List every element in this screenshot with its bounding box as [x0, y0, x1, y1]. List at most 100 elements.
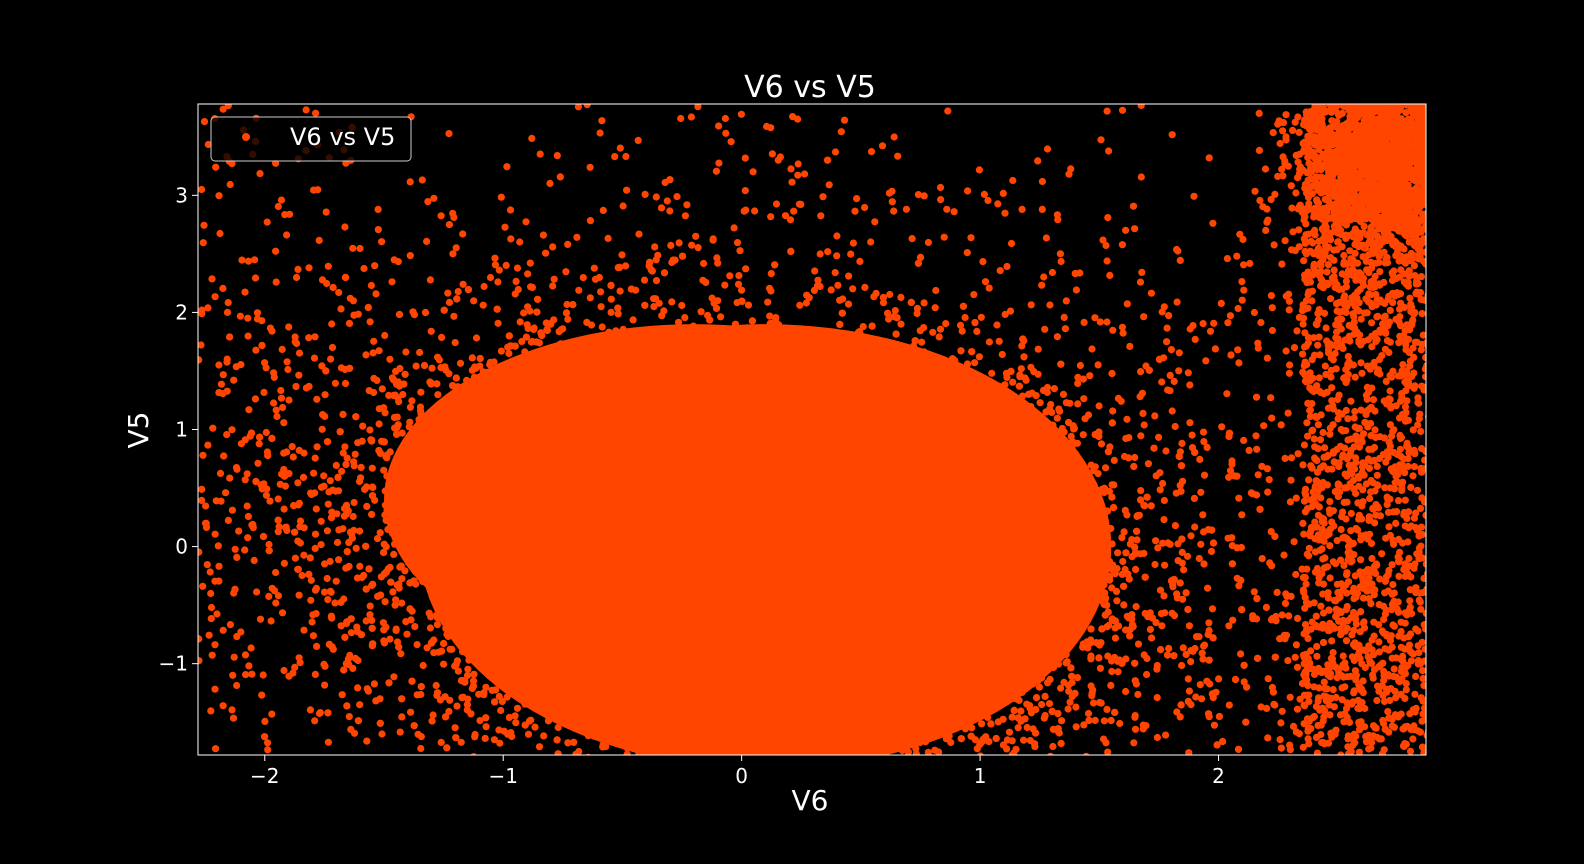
scatter-point	[652, 332, 660, 340]
scatter-point	[256, 615, 265, 623]
scatter-point	[568, 585, 576, 593]
scatter-point	[986, 413, 994, 422]
scatter-point	[851, 761, 858, 768]
scatter-point	[635, 451, 643, 459]
scatter-point	[681, 314, 689, 322]
scatter-point	[1229, 616, 1237, 624]
scatter-point	[528, 420, 537, 428]
scatter-point	[837, 389, 846, 397]
scatter-point	[579, 274, 587, 282]
scatter-point	[1114, 668, 1122, 676]
scatter-point	[554, 723, 562, 732]
scatter-point	[856, 457, 864, 465]
scatter-point	[1178, 661, 1186, 670]
scatter-point	[920, 398, 929, 406]
scatter-point	[482, 723, 490, 731]
scatter-point	[611, 366, 619, 374]
scatter-point	[869, 752, 877, 755]
scatter-point	[986, 424, 994, 432]
scatter-point	[1056, 407, 1064, 415]
scatter-point	[1034, 345, 1042, 353]
scatter-point	[789, 669, 797, 677]
scatter-point	[357, 474, 365, 482]
scatter-point	[280, 505, 288, 513]
scatter-point	[895, 762, 902, 769]
scatter-point	[316, 709, 324, 717]
scatter-point	[1045, 700, 1054, 708]
scatter-point	[556, 621, 565, 629]
scatter-point	[481, 758, 488, 765]
scatter-point	[1123, 511, 1131, 519]
scatter-point	[942, 320, 950, 328]
scatter-point	[370, 680, 378, 688]
scatter-point	[1179, 644, 1187, 652]
scatter-point	[547, 423, 555, 431]
scatter-point	[686, 642, 694, 651]
scatter-point	[397, 650, 405, 658]
scatter-point	[1010, 431, 1019, 439]
scatter-point	[1014, 724, 1022, 732]
scatter-point	[1059, 390, 1068, 398]
scatter-point	[1063, 658, 1071, 666]
scatter-point	[689, 322, 698, 330]
scatter-point	[1108, 540, 1116, 548]
scatter-point	[889, 759, 896, 766]
scatter-point	[497, 437, 505, 445]
scatter-point	[713, 603, 721, 611]
scatter-point	[1096, 664, 1104, 672]
scatter-point	[1047, 752, 1054, 755]
scatter-point	[665, 752, 673, 755]
scatter-point	[1079, 375, 1087, 383]
scatter-point	[421, 502, 429, 510]
scatter-point	[668, 298, 676, 306]
scatter-point	[853, 714, 861, 722]
scatter-point	[893, 524, 901, 533]
scatter-point	[437, 738, 445, 747]
scatter-point	[228, 506, 236, 514]
scatter-point	[1048, 562, 1056, 570]
scatter-point	[1008, 713, 1016, 721]
scatter-point	[708, 350, 716, 358]
scatter-point	[586, 343, 594, 351]
scatter-point	[418, 760, 425, 767]
scatter-point	[622, 262, 630, 270]
scatter-point	[880, 720, 888, 728]
scatter-point	[981, 278, 990, 286]
scatter-point	[606, 721, 614, 729]
scatter-point	[363, 685, 371, 693]
scatter-point	[854, 650, 862, 658]
scatter-point	[402, 348, 410, 356]
scatter-point	[466, 435, 474, 443]
scatter-point	[840, 441, 848, 449]
scatter-point	[1074, 379, 1082, 388]
scatter-point	[1082, 752, 1090, 755]
scatter-point	[865, 740, 874, 748]
scatter-point	[658, 312, 666, 320]
scatter-point	[984, 392, 992, 400]
scatter-point	[312, 610, 320, 618]
scatter-point	[793, 752, 801, 755]
scatter-point	[341, 379, 350, 388]
scatter-point	[311, 530, 320, 538]
scatter-point	[1065, 567, 1073, 575]
scatter-point	[481, 734, 489, 743]
scatter-point	[658, 672, 666, 681]
scatter-point	[776, 759, 783, 766]
scatter-point	[430, 508, 438, 516]
scatter-point	[521, 650, 529, 658]
scatter-point	[402, 530, 410, 538]
scatter-point	[913, 304, 922, 312]
scatter-point	[1043, 647, 1051, 655]
scatter-point	[526, 426, 534, 435]
scatter-point	[922, 697, 930, 705]
scatter-point	[1205, 619, 1213, 627]
scatter-point	[1187, 647, 1195, 655]
scatter-point	[612, 327, 620, 335]
scatter-point	[567, 431, 575, 439]
scatter-point	[1197, 488, 1205, 496]
scatter-point	[328, 343, 337, 352]
scatter-point	[701, 361, 709, 370]
scatter-point	[1090, 567, 1098, 576]
scatter-point	[466, 509, 474, 517]
